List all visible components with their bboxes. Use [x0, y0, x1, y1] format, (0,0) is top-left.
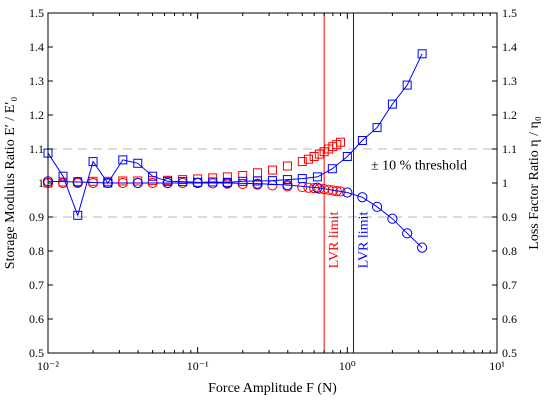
- series-2-point-13: [238, 176, 248, 186]
- y-axis-title-right: Loss Factor Ratio η / η₀: [527, 116, 542, 250]
- series-2-point-22: [372, 123, 382, 133]
- series-2-point-9: [178, 177, 188, 187]
- y-tick-label-left-7: 1.2: [29, 108, 44, 122]
- series-3-point-7: [252, 178, 263, 189]
- y-tick-label-right-7: 1.2: [502, 108, 517, 122]
- series-3-point-1: [72, 176, 83, 188]
- x-tick-label-1: 10⁻¹: [187, 359, 209, 373]
- series-1-point-13: [237, 178, 248, 190]
- y-tick-label-left-3: 0.8: [29, 244, 44, 258]
- series-3-point-10: [342, 187, 353, 198]
- series-3-point-5: [192, 177, 203, 189]
- series-1-point-1: [57, 177, 69, 189]
- series-3-point-8: [282, 179, 293, 191]
- y-tick-label-left-2: 0.7: [29, 278, 44, 292]
- y-tick-label-right-9: 1.4: [502, 40, 517, 54]
- y-tick-label-left-1: 0.6: [29, 312, 44, 326]
- y-tick-label-right-0: 0.5: [502, 346, 517, 360]
- x-axis-title: Force Amplitude F (N): [208, 381, 337, 396]
- y-tick-label-left-6: 1.1: [29, 142, 44, 156]
- series-3-point-9: [312, 182, 323, 193]
- series-3: [42, 176, 428, 253]
- y-tick-label-right-4: 0.9: [502, 210, 517, 224]
- y-tick-label-left-0: 0.5: [29, 346, 44, 360]
- lvr-limit-lines: [323, 13, 355, 353]
- series-3-point-2: [102, 177, 113, 189]
- y-tick-label-left-5: 1: [38, 176, 44, 190]
- lvr-limit-label-blue: LVR limit: [357, 212, 372, 269]
- series-0-point-17: [297, 157, 307, 167]
- series-2-point-7: [148, 171, 158, 181]
- series-2-point-24: [402, 80, 412, 90]
- data-series: [42, 49, 428, 253]
- y-tick-label-right-3: 0.8: [502, 244, 517, 258]
- y-tick-label-left-4: 0.9: [29, 210, 44, 224]
- y-tick-label-right-1: 0.6: [502, 312, 517, 326]
- series-0-point-25: [335, 137, 345, 147]
- series-3-point-12: [371, 201, 383, 212]
- series-2-point-11: [208, 177, 218, 187]
- x-tick-label-2: 10⁰: [339, 359, 356, 373]
- series-0-point-12: [222, 172, 232, 182]
- y-tick-label-left-8: 1.3: [29, 74, 44, 88]
- y-axis-title-left: Storage Modulus Ratio E′ / E′₀: [3, 97, 18, 270]
- series-2-point-5: [118, 155, 128, 165]
- series-0-point-16: [282, 161, 292, 171]
- threshold-label: ± 10 % threshold: [371, 158, 467, 173]
- series-3-point-13: [387, 213, 398, 224]
- series-0-point-18: [303, 154, 313, 164]
- series-2-point-17: [297, 174, 307, 184]
- series-2-point-21: [357, 136, 367, 145]
- series-2-point-25: [417, 49, 427, 59]
- y-tick-label-right-5: 1: [502, 176, 508, 190]
- axis-ticks: 0.5 0.5 0.6 0.6 0.7 0.7 0.8 0.8 0.9 0.9 1 1 1.1 1.1 1.…: [29, 6, 517, 373]
- series-3-point-15: [417, 242, 428, 253]
- y-tick-label-right-8: 1.3: [502, 74, 517, 88]
- series-0-point-20: [314, 149, 324, 159]
- series-3-point-4: [162, 177, 173, 189]
- series-2-point-6: [133, 158, 143, 168]
- series-3-line: [47, 180, 423, 248]
- series-2-point-1: [58, 171, 68, 181]
- series-0-point-19: [309, 151, 319, 161]
- series-2-point-20: [342, 151, 352, 161]
- series-3-point-11: [357, 192, 368, 203]
- y-tick-label-right-10: 1.5: [502, 6, 517, 20]
- x-tick-label-3: 10¹: [489, 359, 505, 373]
- series-2-point-19: [327, 164, 337, 174]
- y-tick-label-left-9: 1.4: [29, 40, 44, 54]
- series-3-point-6: [222, 177, 233, 189]
- lvr-limit-label-red: LVR limit: [327, 212, 342, 269]
- y-tick-label-right-2: 0.7: [502, 278, 517, 292]
- series-2-point-3: [88, 157, 98, 167]
- y-tick-label-left-10: 1.5: [29, 6, 44, 20]
- x-tick-label-0: 10⁻²: [37, 359, 59, 373]
- series-2-point-18: [312, 172, 322, 182]
- series-3-point-3: [132, 177, 143, 189]
- series-1-point-25: [335, 186, 346, 197]
- y-tick-label-right-6: 1.1: [502, 142, 517, 156]
- series-2-point-16: [282, 175, 292, 185]
- series-2-point-23: [387, 99, 397, 109]
- series-0-point-15: [267, 165, 277, 175]
- series-2-point-2: [73, 210, 83, 220]
- series-3-point-14: [402, 228, 413, 239]
